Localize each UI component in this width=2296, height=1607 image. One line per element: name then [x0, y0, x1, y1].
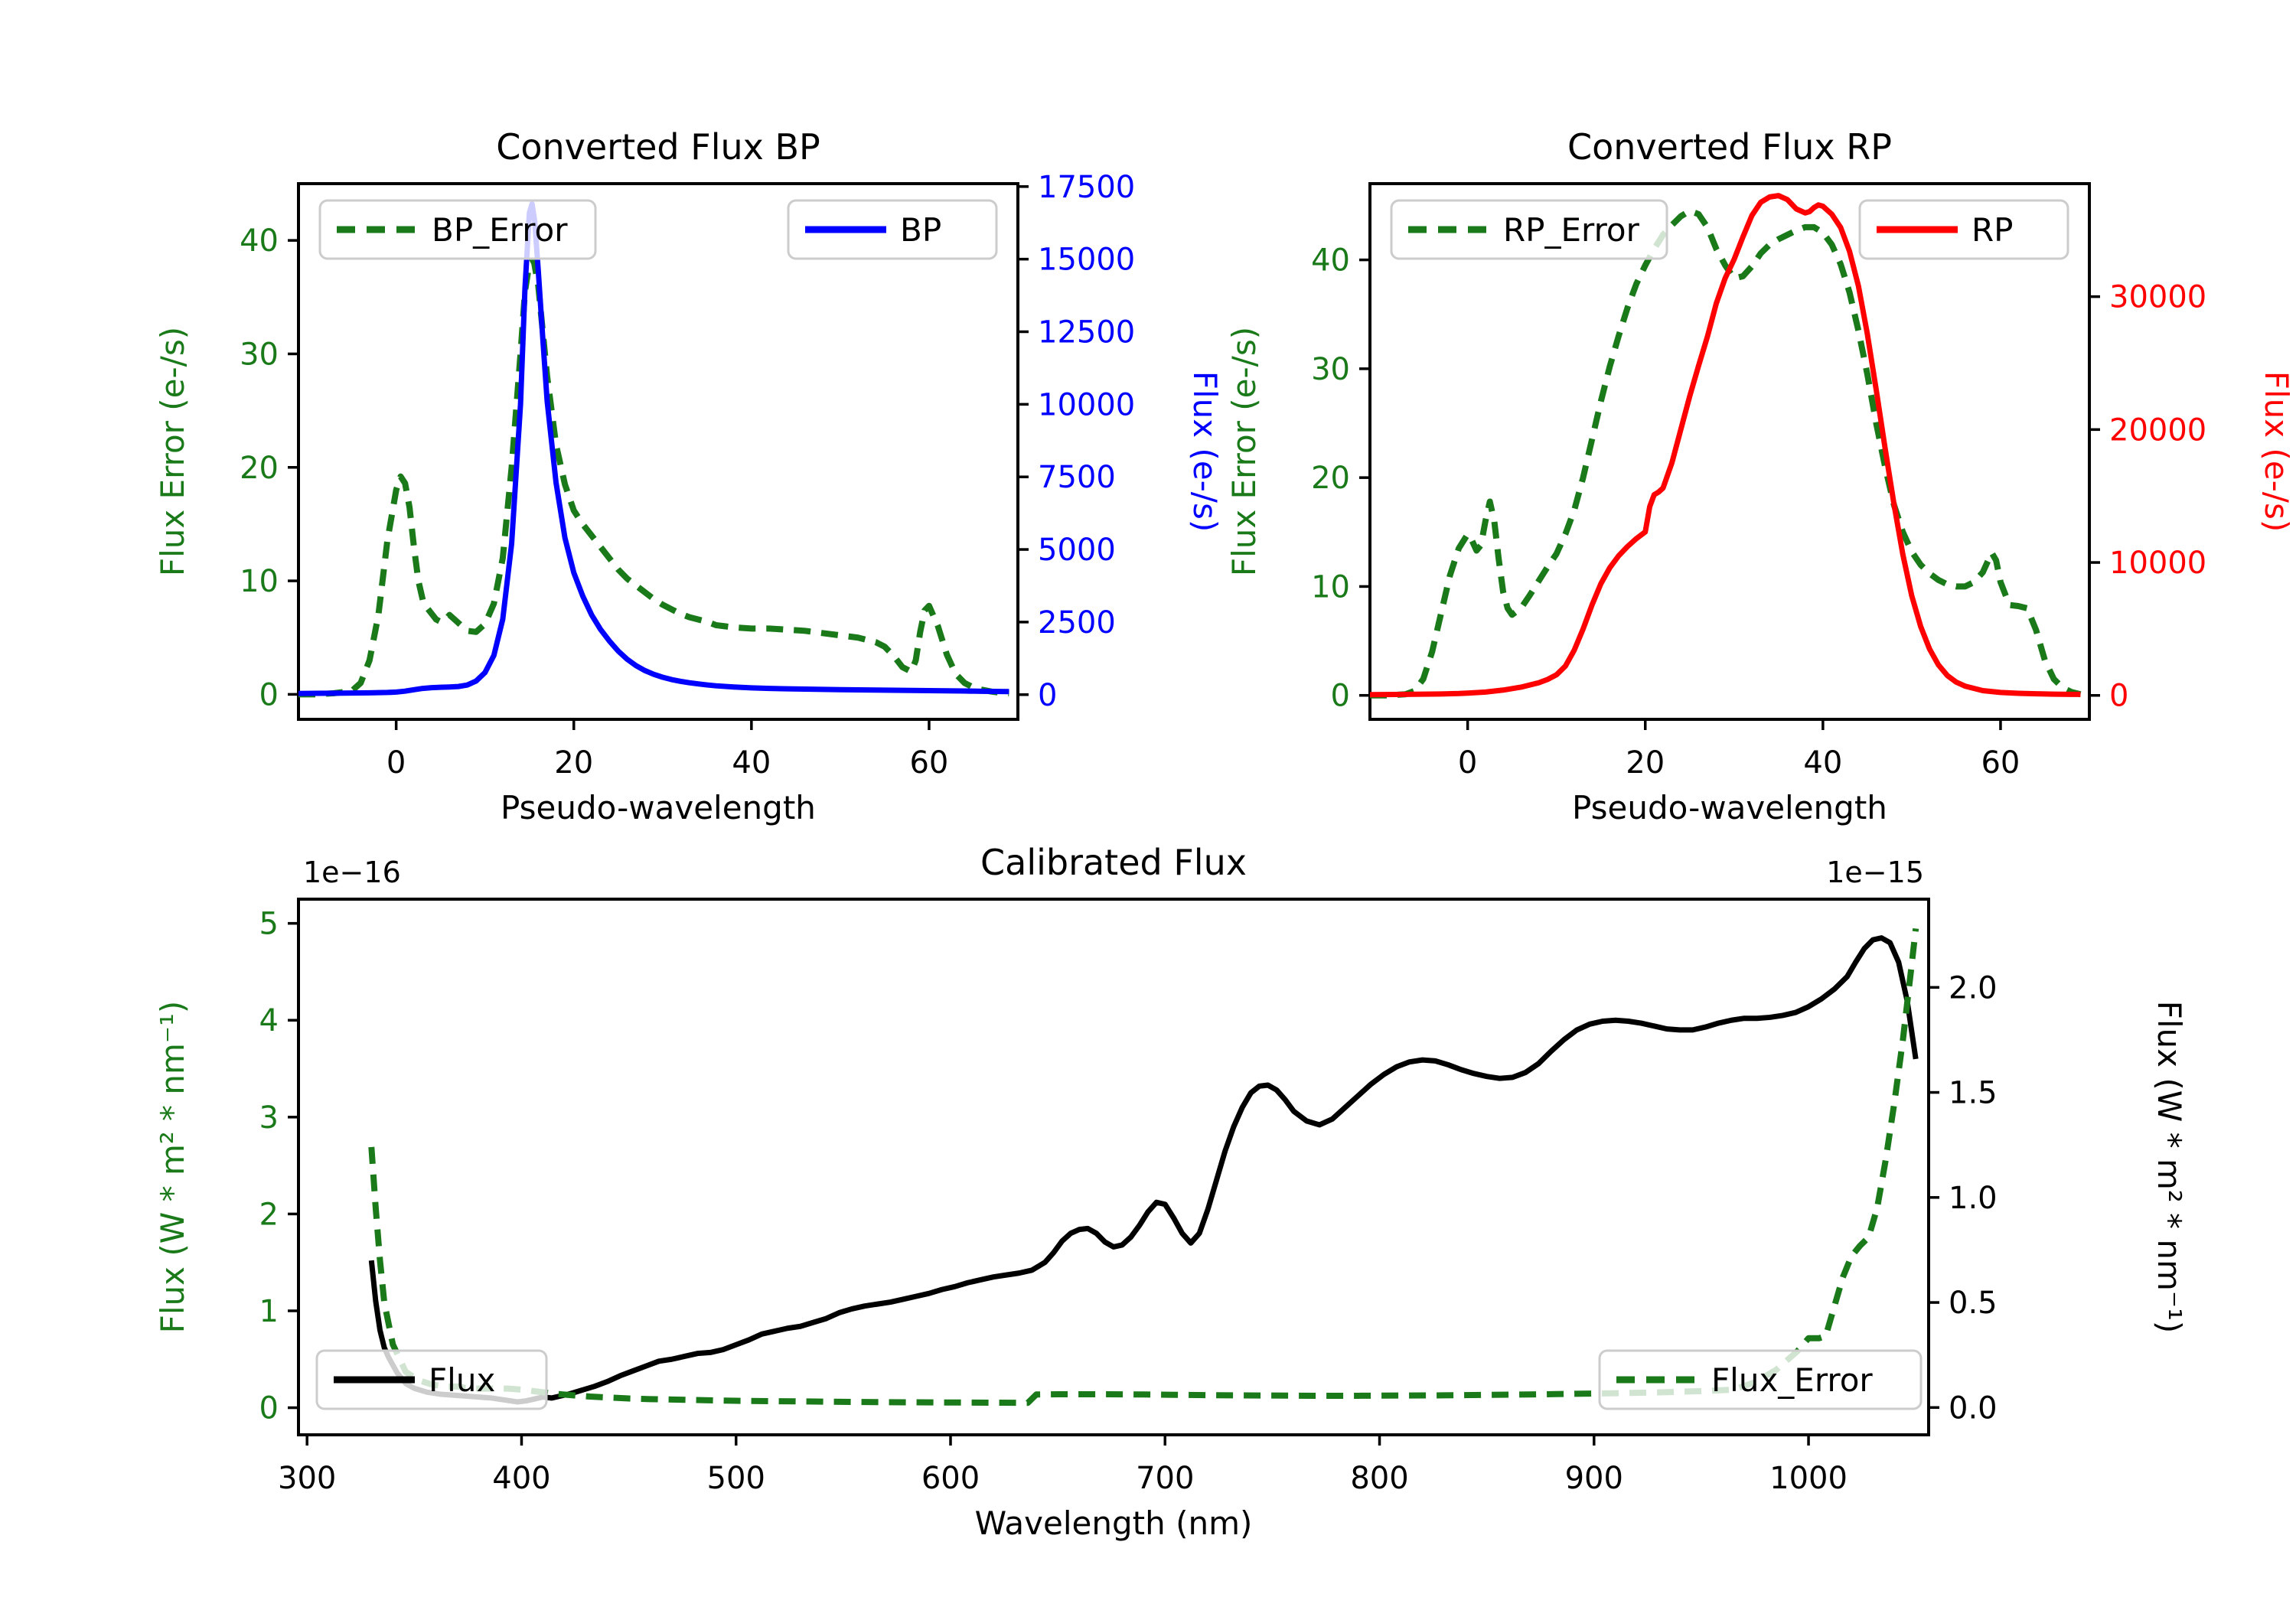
plot-area	[298, 201, 1009, 698]
x-tick-label: 0	[1458, 745, 1477, 781]
y-tick-label-left: 0	[259, 1391, 279, 1426]
series-bp	[298, 201, 1009, 696]
y-axis-title-right: Flux (e-/s)	[2258, 371, 2295, 532]
y-offset-label-left: 1e−16	[303, 856, 401, 889]
panel-title: Converted Flux BP	[496, 126, 820, 168]
x-tick-label: 700	[1136, 1461, 1194, 1496]
y-tick-label-right: 0.5	[1949, 1286, 1998, 1321]
y-tick-label-left: 0	[259, 677, 279, 712]
legend-label: RP_Error	[1503, 211, 1640, 249]
y-tick-label-left: 5	[259, 907, 279, 942]
series-rp	[1370, 193, 2081, 698]
legend-bp[interactable]: BP	[787, 199, 998, 260]
y-tick-label-left: 2	[259, 1197, 279, 1232]
y-tick-label-right: 2.0	[1949, 970, 1998, 1006]
legend-flux-error[interactable]: Flux_Error	[1598, 1349, 1923, 1410]
y-tick-label-left: 40	[240, 223, 279, 259]
y-tick-label-right: 1.0	[1949, 1181, 1998, 1216]
y-axis-title-right: Flux (e-/s)	[1186, 371, 1224, 532]
legend-rp-error[interactable]: RP_Error	[1390, 199, 1668, 260]
y-tick-label-right: 10000	[1038, 387, 1135, 422]
x-tick-label: 40	[732, 745, 771, 781]
y-tick-label-right: 0	[1038, 678, 1057, 713]
panel-converted-flux-rp: Converted Flux RP 0 20 40 60 Pseudo-wavelengt…	[1225, 126, 2295, 826]
y-tick-label-left: 30	[240, 337, 279, 372]
y-tick-label-left: 0	[1331, 679, 1350, 714]
y-tick-label-left: 10	[1311, 569, 1350, 605]
y-axis-title-left: Flux (W * m² * nm⁻¹)	[154, 1001, 191, 1334]
y-tick-label-left: 3	[259, 1100, 279, 1136]
series-flux	[368, 935, 1919, 1405]
series-bp_error	[298, 257, 1009, 698]
legend-label: Flux	[429, 1361, 495, 1399]
x-axis-title: Wavelength (nm)	[975, 1504, 1253, 1542]
legend-frame	[1390, 199, 1668, 260]
legend-label: Flux_Error	[1711, 1361, 1873, 1399]
legend-frame	[787, 199, 998, 260]
x-tick-label: 300	[278, 1461, 336, 1496]
x-axis-title: Pseudo-wavelength	[1572, 789, 1887, 826]
x-tick-label: 800	[1350, 1461, 1408, 1496]
y-tick-label-right: 1.5	[1949, 1076, 1998, 1111]
y-tick-label-left: 20	[1311, 461, 1350, 496]
panel-title: Converted Flux RP	[1567, 126, 1892, 168]
y-tick-label-right: 30000	[2109, 280, 2206, 315]
legend-bp-error[interactable]: BP_Error	[318, 199, 597, 260]
legend-label: BP_Error	[432, 211, 568, 249]
y-tick-label-right: 12500	[1038, 315, 1135, 350]
panel-title: Calibrated Flux	[980, 842, 1247, 883]
x-tick-label: 900	[1565, 1461, 1623, 1496]
x-tick-label: 60	[909, 745, 948, 781]
y-tick-label-left: 40	[1311, 243, 1350, 279]
x-tick-label: 40	[1803, 745, 1842, 781]
series-rp_error	[1370, 207, 2082, 699]
y-tick-label-left: 20	[240, 451, 279, 486]
x-tick-label: 20	[1626, 745, 1665, 781]
legend-rp[interactable]: RP	[1858, 199, 2069, 260]
legend-frame	[318, 199, 597, 260]
series-flux_error	[368, 927, 1919, 1407]
y-tick-label-left: 1	[259, 1294, 279, 1329]
y-tick-label-left: 30	[1311, 352, 1350, 387]
x-axis-title: Pseudo-wavelength	[501, 789, 816, 826]
y-tick-label-right: 5000	[1038, 533, 1116, 568]
y-tick-label-right: 0.0	[1949, 1390, 1998, 1426]
y-tick-label-left: 10	[240, 564, 279, 599]
y-axis-title-left: Flux Error (e-/s)	[154, 327, 191, 576]
y-tick-label-right: 20000	[2109, 412, 2206, 448]
panel-converted-flux-bp: Converted Flux BP 0 20 40 60 Pseudo-wavelengt…	[154, 126, 1224, 826]
x-tick-label: 0	[386, 745, 406, 781]
legend-flux[interactable]: Flux	[315, 1349, 548, 1410]
y-tick-label-right: 15000	[1038, 243, 1135, 278]
legend-frame	[1858, 199, 2069, 260]
legend-frame	[315, 1349, 548, 1410]
y-tick-label-right: 0	[2109, 679, 2128, 714]
x-tick-label: 60	[1981, 745, 2020, 781]
axes-frame	[1368, 182, 2091, 721]
axes-frame	[297, 898, 1930, 1436]
y-tick-label-left: 4	[259, 1003, 279, 1038]
legend-label: RP	[1971, 211, 2014, 249]
x-tick-label: 500	[707, 1461, 765, 1496]
y-tick-label-right: 2500	[1038, 605, 1116, 641]
panel-calibrated-flux: Calibrated Flux 300 400 500 600 700 800 900 1000…	[154, 842, 2188, 1542]
y-tick-label-right: 17500	[1038, 170, 1135, 205]
plot-area	[368, 927, 1919, 1407]
y-tick-label-right: 10000	[2109, 546, 2206, 581]
y-offset-label-right: 1e−15	[1826, 856, 1924, 889]
y-tick-label-right: 7500	[1038, 460, 1116, 495]
x-tick-label: 20	[554, 745, 593, 781]
x-tick-label: 600	[921, 1461, 980, 1496]
y-axis-title-right: Flux (W * m² * nm⁻¹)	[2151, 1001, 2188, 1334]
y-axis-title-left: Flux Error (e-/s)	[1225, 327, 1263, 576]
x-tick-label: 1000	[1769, 1461, 1848, 1496]
axes-frame	[297, 182, 1019, 721]
x-tick-label: 400	[492, 1461, 550, 1496]
legend-label: BP	[900, 211, 941, 249]
plot-area	[1370, 193, 2082, 699]
legend-frame	[1598, 1349, 1923, 1410]
